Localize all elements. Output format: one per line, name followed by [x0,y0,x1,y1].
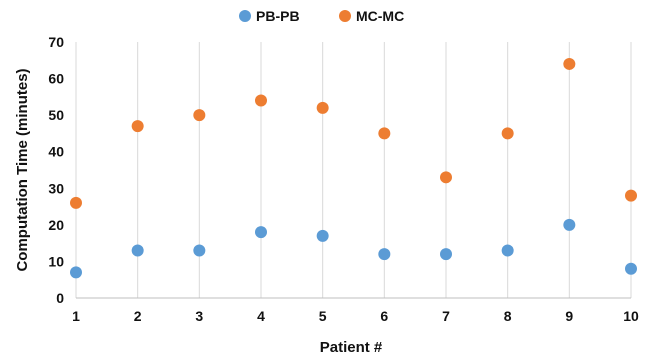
legend-marker-mc-mc [339,10,351,22]
point-mc-mc-2 [131,120,144,133]
point-pb-pb-7 [440,248,452,261]
tick-labels: 0 10 20 30 40 50 60 70 1 2 3 4 5 6 7 8 9 10 [48,34,639,324]
legend-marker-pb-pb [239,10,251,22]
x-tick-label-9: 9 [565,308,573,324]
y-tick-label-30: 30 [48,180,64,196]
point-mc-mc-6 [378,127,391,140]
x-tick-label-3: 3 [195,308,203,324]
x-tick-label-6: 6 [380,308,388,324]
point-pb-pb-5 [316,229,329,242]
y-tick-label-50: 50 [48,107,64,123]
y-tick-label-60: 60 [48,71,64,87]
point-mc-mc-9 [563,57,576,70]
x-tick-label-5: 5 [319,308,327,324]
point-mc-mc-1 [70,196,82,209]
grid-lines [75,42,632,298]
point-pb-pb-2 [131,244,144,257]
point-mc-mc-10 [625,189,637,202]
point-mc-mc-7 [440,171,452,184]
point-pb-pb-4 [255,226,267,239]
y-tick-label-10: 10 [48,253,64,269]
point-mc-mc-3 [193,109,206,122]
data-points [70,57,637,279]
x-tick-label-2: 2 [134,308,142,324]
point-mc-mc-4 [255,94,267,107]
x-axis-title: Patient # [320,339,383,355]
legend-label-mc-mc: MC-MC [356,8,404,24]
point-pb-pb-1 [70,266,82,279]
y-axis-title: Computation Time (minutes) [14,68,31,271]
y-tick-label-70: 70 [48,34,64,50]
point-mc-mc-8 [501,127,514,140]
point-mc-mc-5 [316,101,329,114]
point-pb-pb-8 [501,244,514,257]
x-tick-label-8: 8 [504,308,512,324]
y-tick-label-0: 0 [56,290,64,306]
point-pb-pb-3 [193,244,206,257]
y-tick-label-20: 20 [48,217,64,233]
x-tick-label-4: 4 [257,308,265,324]
point-pb-pb-9 [563,218,576,231]
legend: PB-PB MC-MC [239,8,404,24]
y-tick-label-40: 40 [48,144,64,160]
legend-label-pb-pb: PB-PB [256,8,300,24]
x-tick-label-1: 1 [72,308,80,324]
x-tick-label-10: 10 [623,308,639,324]
point-pb-pb-6 [378,248,391,261]
x-tick-label-7: 7 [442,308,450,324]
point-pb-pb-10 [625,262,637,275]
